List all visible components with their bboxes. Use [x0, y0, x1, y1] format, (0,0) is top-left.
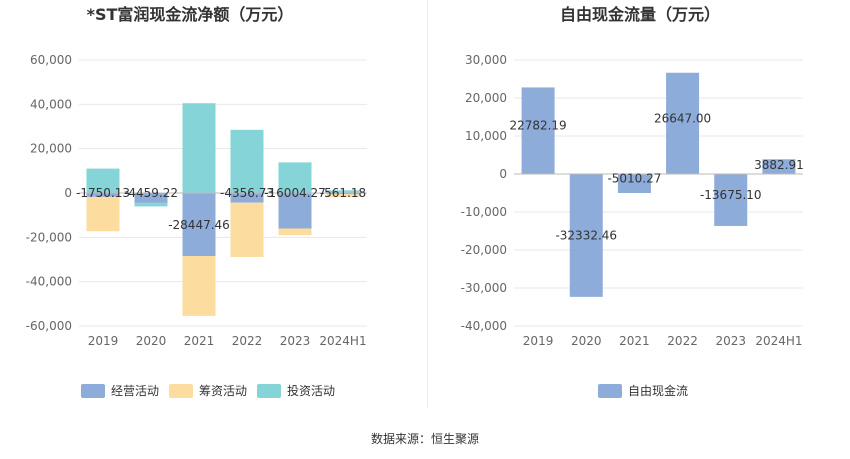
data-label-1-2023: -13675.10: [700, 188, 762, 202]
legend-swatch-financing: [169, 384, 193, 398]
legend-swatch-investing: [257, 384, 281, 398]
bar-operating-2023: [278, 193, 312, 229]
x-tick-label-0-2024H1: 2024H1: [319, 334, 366, 348]
x-tick-label-0-2023: 2023: [280, 334, 311, 348]
x-tick-label-1-2022: 2022: [667, 334, 698, 348]
bar-financing-2023: [278, 228, 312, 236]
bar-investing-2019: [86, 168, 120, 193]
y-tick-label-1-5: -20,000: [461, 243, 507, 257]
x-tick-label-0-2022: 2022: [232, 334, 263, 348]
data-label-1-2021: -5010.27: [607, 172, 661, 186]
bar-fcf-2024H1: [762, 159, 796, 174]
x-tick-label-1-2020: 2020: [571, 334, 602, 348]
y-tick-label-1-4: -10,000: [461, 205, 507, 219]
y-tick-label-1-6: -30,000: [461, 281, 507, 295]
data-label-0-2024H1: -561.18: [320, 186, 366, 200]
y-tick-label-1-3: 0: [499, 167, 507, 181]
chart-title-1: 自由现金流量（万元）: [560, 5, 720, 24]
bar-operating-2024H1: [326, 193, 360, 195]
panel-divider: [427, 0, 428, 408]
bar-financing-2021: [182, 256, 216, 316]
bar-investing-2020: [134, 202, 168, 207]
x-tick-label-0-2019: 2019: [88, 334, 119, 348]
bar-fcf-2020: [569, 174, 603, 297]
y-tick-label-0-6: -60,000: [26, 319, 72, 333]
data-source: 数据来源：恒生聚源: [370, 432, 479, 446]
legend-label-operating: 经营活动: [111, 384, 159, 398]
x-tick-label-0-2020: 2020: [136, 334, 167, 348]
x-tick-label-1-2019: 2019: [523, 334, 554, 348]
data-label-0-2021: -28447.46: [168, 218, 230, 232]
bar-investing-2024H1: [326, 190, 360, 193]
bar-operating-2019: [86, 193, 120, 197]
data-label-1-2022: 26647.00: [654, 111, 711, 125]
legend-swatch-operating: [81, 384, 105, 398]
legend-label-fcf: 自由现金流: [628, 383, 688, 398]
x-tick-label-1-2024H1: 2024H1: [755, 334, 802, 348]
data-label-0-2023: -16004.27: [264, 186, 326, 200]
x-tick-label-1-2021: 2021: [619, 334, 650, 348]
bar-fcf-2021: [617, 174, 651, 194]
data-label-1-2019: 22782.19: [509, 119, 566, 133]
y-tick-label-0-5: -40,000: [26, 275, 72, 289]
y-tick-label-1-0: 30,000: [465, 53, 507, 67]
bar-fcf-2023: [714, 174, 748, 226]
y-tick-label-0-1: 40,000: [30, 97, 72, 111]
y-tick-label-1-1: 20,000: [465, 91, 507, 105]
data-label-1-2024H1: 3882.91: [754, 158, 804, 172]
bar-financing-2019: [86, 196, 120, 232]
data-label-0-2022: -4356.73: [220, 186, 274, 200]
data-label-1-2020: -32332.46: [555, 228, 617, 242]
y-tick-label-0-4: -20,000: [26, 230, 72, 244]
y-tick-label-0-3: 0: [64, 186, 72, 200]
y-tick-label-1-7: -40,000: [461, 319, 507, 333]
bar-operating-2022: [230, 193, 264, 203]
x-tick-label-0-2021: 2021: [184, 334, 215, 348]
y-tick-label-0-0: 60,000: [30, 53, 72, 67]
bar-investing-2021: [182, 103, 216, 193]
bar-operating-2021: [182, 193, 216, 257]
bar-fcf-2022: [666, 72, 700, 174]
bar-operating-2020: [134, 193, 168, 203]
x-tick-label-1-2023: 2023: [715, 334, 746, 348]
bar-financing-2024H1: [326, 194, 360, 198]
y-tick-label-1-2: 10,000: [465, 129, 507, 143]
bar-fcf-2019: [521, 87, 555, 174]
chart-title-0: *ST富润现金流净额（万元）: [87, 5, 294, 24]
legend-label-investing: 投资活动: [287, 383, 335, 398]
legend-label-financing: 筹资活动: [199, 384, 247, 398]
bar-investing-2023: [278, 162, 312, 193]
legend-swatch-fcf: [598, 384, 622, 398]
bar-investing-2022: [230, 129, 264, 193]
data-label-0-2019: -1750.13: [76, 186, 130, 200]
y-tick-label-0-2: 20,000: [30, 142, 72, 156]
bar-financing-2022: [230, 202, 264, 257]
data-label-0-2020: -4459.22: [124, 186, 178, 200]
